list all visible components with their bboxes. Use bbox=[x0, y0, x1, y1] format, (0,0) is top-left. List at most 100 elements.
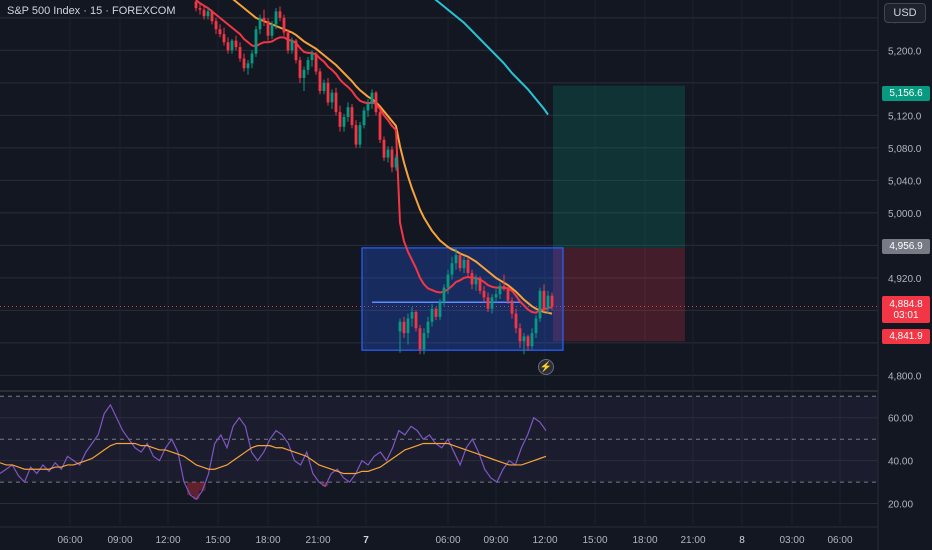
time-tick-label: 18:00 bbox=[255, 535, 280, 546]
candle-body bbox=[522, 336, 526, 342]
candle-body bbox=[202, 9, 206, 17]
candle-body bbox=[314, 53, 318, 72]
candle-body bbox=[250, 53, 254, 64]
grid bbox=[0, 0, 878, 525]
entry-price-tag: 4,956.9 bbox=[882, 239, 930, 254]
candle-body bbox=[302, 69, 306, 78]
price-tick-label: 5,000.0 bbox=[888, 209, 922, 220]
candle-body bbox=[362, 110, 366, 126]
candle-body bbox=[282, 17, 286, 33]
candle-body bbox=[466, 260, 470, 273]
candles bbox=[194, 0, 554, 355]
candle-body bbox=[338, 112, 342, 127]
loss-zone bbox=[553, 247, 685, 342]
candle-body bbox=[550, 295, 554, 307]
time-tick-label: 21:00 bbox=[680, 535, 705, 546]
rsi-oversold-fill bbox=[187, 482, 194, 495]
candle-body bbox=[546, 295, 550, 309]
candle-body bbox=[534, 318, 538, 334]
lightning-icon[interactable]: ⚡ bbox=[538, 359, 554, 375]
rsi-oversold-fill bbox=[322, 482, 329, 487]
candle-body bbox=[286, 32, 290, 51]
candle-body bbox=[330, 92, 334, 103]
price-tick-label: 5,040.0 bbox=[888, 176, 922, 187]
candle-body bbox=[486, 297, 490, 309]
candle-body bbox=[334, 92, 338, 113]
range-box-rect bbox=[361, 247, 564, 351]
candle-body bbox=[442, 287, 446, 303]
position-zones bbox=[0, 85, 878, 342]
rsi-tick-label: 20.00 bbox=[888, 500, 913, 511]
rsi-oversold-fill bbox=[193, 482, 200, 500]
candle-body bbox=[438, 302, 442, 317]
rsi-tick-label: 60.00 bbox=[888, 414, 913, 425]
candle-body bbox=[262, 17, 266, 22]
candle-body bbox=[390, 149, 394, 168]
time-tick-label: 12:00 bbox=[532, 535, 557, 546]
rsi-oversold-fill bbox=[199, 482, 206, 491]
candle-body bbox=[394, 157, 398, 168]
candle-body bbox=[402, 321, 406, 334]
price-tick-label: 5,120.0 bbox=[888, 111, 922, 122]
countdown: 03:01 bbox=[893, 309, 919, 321]
candle-body bbox=[374, 92, 378, 113]
candle-body bbox=[294, 40, 298, 61]
candle-body bbox=[226, 42, 230, 51]
rsi-pane bbox=[0, 390, 878, 505]
ema-mid-line bbox=[232, 0, 553, 315]
candle-body bbox=[418, 328, 422, 350]
candle-body bbox=[306, 60, 310, 70]
candle-body bbox=[478, 277, 482, 291]
candle-body bbox=[378, 112, 382, 140]
price-tick-label: 5,200.0 bbox=[888, 46, 922, 57]
last-price-tag: 4,884.8 03:01 bbox=[882, 296, 930, 323]
time-tick-label: 06:00 bbox=[827, 535, 852, 546]
candle-body bbox=[258, 17, 262, 30]
candle-body bbox=[426, 321, 430, 334]
time-tick-label: 15:00 bbox=[205, 535, 230, 546]
time-tick-label: 12:00 bbox=[155, 535, 180, 546]
candle-body bbox=[366, 104, 370, 111]
candle-body bbox=[514, 313, 518, 329]
last-price: 4,884.8 bbox=[889, 298, 923, 310]
currency-button[interactable]: USD bbox=[884, 3, 926, 23]
candle-body bbox=[490, 297, 494, 309]
candle-body bbox=[310, 53, 314, 61]
candle-body bbox=[446, 274, 450, 288]
target-price-tag: 5,156.6 bbox=[882, 86, 930, 101]
stop-price-tag: 4,841.9 bbox=[882, 329, 930, 344]
candle-body bbox=[342, 117, 346, 127]
candle-body bbox=[222, 34, 226, 43]
candle-body bbox=[474, 277, 478, 285]
candle-body bbox=[194, 1, 198, 9]
time-tick-label: 18:00 bbox=[632, 535, 657, 546]
rsi-ma-line bbox=[0, 442, 547, 475]
candle-body bbox=[470, 273, 474, 285]
candle-body bbox=[386, 149, 390, 158]
price-tick-label: 4,800.0 bbox=[888, 371, 922, 382]
time-tick-label: 09:00 bbox=[107, 535, 132, 546]
candle-body bbox=[238, 47, 242, 59]
candle-body bbox=[214, 21, 218, 30]
candle-body bbox=[506, 289, 510, 301]
candle-body bbox=[322, 82, 326, 91]
candle-body bbox=[242, 58, 246, 69]
candle-body bbox=[274, 11, 278, 25]
candle-body bbox=[430, 308, 434, 322]
candle-body bbox=[510, 300, 514, 314]
price-tick-label: 5,080.0 bbox=[888, 144, 922, 155]
candle-body bbox=[358, 125, 362, 145]
time-tick-label: 21:00 bbox=[305, 535, 330, 546]
candle-body bbox=[422, 333, 426, 350]
time-tick-label: 09:00 bbox=[483, 535, 508, 546]
candle-body bbox=[502, 286, 506, 290]
candle-body bbox=[382, 139, 386, 158]
candle-body bbox=[354, 125, 358, 145]
time-tick-label: 06:00 bbox=[57, 535, 82, 546]
candle-body bbox=[482, 290, 486, 298]
candle-body bbox=[458, 255, 462, 269]
candle-body bbox=[210, 11, 214, 22]
ema-slow-line bbox=[434, 0, 549, 116]
